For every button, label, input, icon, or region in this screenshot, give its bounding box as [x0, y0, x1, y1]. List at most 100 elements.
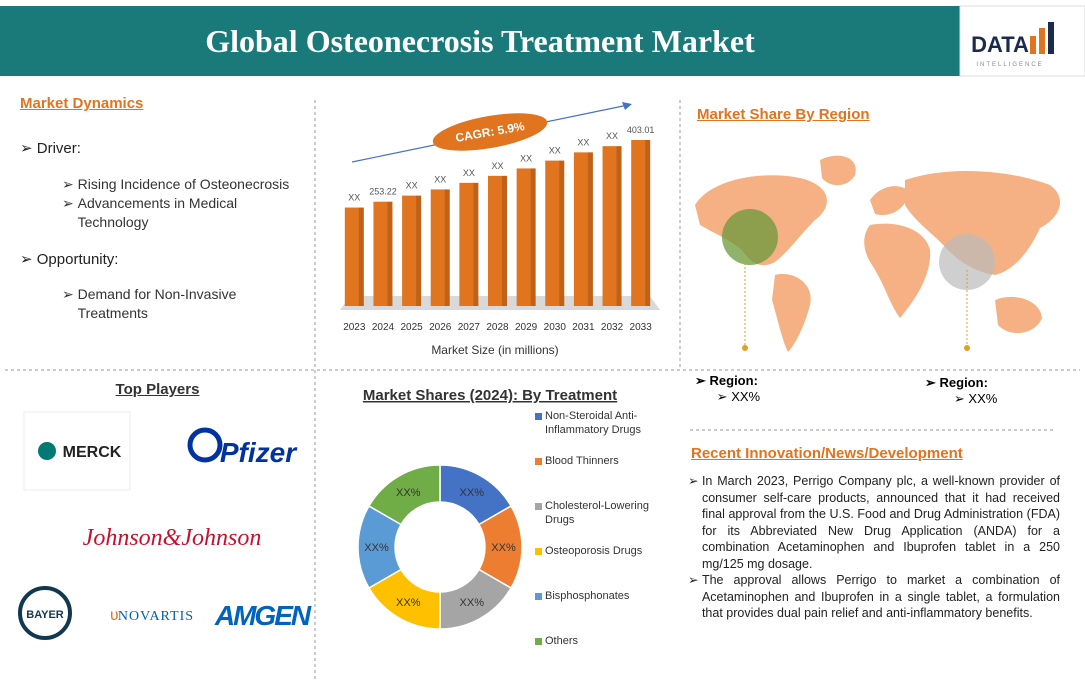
bar-side: [616, 146, 622, 306]
pin: [742, 345, 748, 351]
section-title: Top Players: [115, 381, 200, 398]
logo-bar: [1039, 28, 1045, 54]
region-label: Region:: [939, 375, 988, 390]
x-tick-label: 2031: [572, 322, 595, 333]
label: ➢ Driver:: [20, 140, 81, 157]
label: ➢ Opportunity:: [20, 251, 119, 268]
bullet: ➢ Rising Incidence of Osteonecrosis: [62, 176, 290, 192]
x-tick-label: 2033: [630, 322, 653, 333]
bar-side: [645, 140, 651, 306]
header-band: [0, 6, 960, 76]
bar: [402, 195, 422, 306]
bar-side: [444, 189, 450, 306]
legend-swatch: [535, 593, 542, 600]
region-bubble: [939, 234, 995, 290]
news-text: In March 2023, Perrigo Company plc, a we…: [701, 474, 1060, 571]
legend-label: Cholesterol-Lowering Drugs: [545, 500, 649, 526]
europe: [870, 186, 910, 216]
pie-title: Market Shares (2024): By Treatment: [363, 387, 617, 404]
bar: [545, 160, 565, 306]
legend-swatch: [535, 458, 542, 465]
value-label: XX: [463, 168, 475, 178]
slice-label: XX%: [460, 487, 485, 499]
x-tick-label: 2026: [429, 322, 452, 333]
region-item: ➢ Region: ➢ XX%: [925, 375, 998, 406]
bar: [488, 175, 507, 306]
news-list: ➢ In March 2023, Perrigo Company plc, a …: [688, 473, 1060, 622]
value-label: XX: [520, 153, 532, 163]
news-text: The approval allows Perrigo to market a …: [701, 573, 1060, 620]
value-label: 403.01: [627, 125, 655, 135]
africa: [864, 223, 931, 318]
bar-side: [416, 195, 422, 306]
value-label: XX: [549, 146, 561, 156]
pie-slice: [367, 464, 441, 526]
value-label: 253.22: [369, 187, 397, 197]
legend-label: Others: [545, 635, 579, 647]
bayer-icon: [18, 586, 72, 640]
logo-bar: [1030, 36, 1036, 54]
bar-side: [387, 201, 393, 306]
pfizer-icon: [187, 427, 223, 463]
region-label: Region:: [709, 373, 758, 388]
value-label: XX: [606, 131, 618, 141]
x-tick-label: 2027: [458, 322, 481, 333]
bar-side: [587, 152, 593, 306]
legend-swatch: [535, 638, 542, 645]
x-tick-label: 2024: [372, 322, 395, 333]
logo-box: [215, 590, 310, 640]
company-logo: Johnson&Johnson: [83, 525, 262, 551]
slice-label: XX%: [460, 597, 485, 609]
merck-icon: [38, 442, 56, 460]
south-america: [772, 274, 811, 352]
x-tick-label: 2030: [544, 322, 567, 333]
value-label: XX: [491, 161, 503, 171]
bar: [459, 182, 479, 306]
bar: [373, 201, 393, 306]
bullet-text: Rising Incidence of Osteonecrosis: [77, 176, 290, 192]
section-title: Recent Innovation/News/Development: [691, 445, 963, 462]
legend-swatch: [535, 413, 542, 420]
news-item: ➢ In March 2023, Perrigo Company plc, a …: [688, 474, 1060, 571]
label-text: Driver:: [36, 140, 81, 157]
x-axis-label: Market Size (in millions): [431, 343, 558, 357]
value-label: XX: [406, 181, 418, 191]
slice-label: XX%: [491, 542, 516, 554]
value-label: XX: [434, 174, 446, 184]
company-logo: Pfizer: [220, 437, 298, 468]
bar: [344, 207, 364, 306]
legend-label: Non-Steroidal Anti-Inflammatory Drugs: [545, 410, 641, 436]
bar-side: [473, 182, 479, 306]
bullet-text: Advancements in Medical Technology: [77, 195, 238, 230]
company-logo: BAYER: [26, 609, 64, 621]
region-item: ➢ Region: ➢ XX%: [695, 373, 761, 404]
x-tick-label: 2025: [400, 322, 423, 333]
title: Global Osteonecrosis Treatment Market: [205, 23, 755, 59]
legend-swatch: [535, 548, 542, 555]
region-bubble: [722, 209, 778, 265]
bar-side: [358, 207, 364, 306]
bar: [631, 140, 651, 306]
legend-label: Osteoporosis Drugs: [545, 545, 643, 557]
slice-label: XX%: [396, 487, 421, 499]
bar: [602, 146, 622, 306]
bar: [516, 168, 536, 306]
value-label: XX: [348, 193, 360, 203]
legend-swatch: [535, 503, 542, 510]
company-logo: MERCK: [63, 444, 122, 461]
novartis-icon: ʋ: [110, 607, 119, 624]
x-tick-label: 2028: [486, 322, 509, 333]
bar: [430, 189, 450, 306]
company-logo: NOVARTIS: [118, 609, 194, 624]
logo-bar: [1048, 22, 1054, 54]
greenland: [820, 155, 856, 186]
legend-label: Blood Thinners: [545, 455, 619, 467]
region-value: XX%: [731, 389, 761, 404]
bar: [573, 152, 593, 306]
section-title: Market Share By Region: [697, 106, 870, 123]
bar-side: [559, 160, 565, 306]
arrow-head: [622, 102, 632, 110]
x-tick-label: 2032: [601, 322, 624, 333]
